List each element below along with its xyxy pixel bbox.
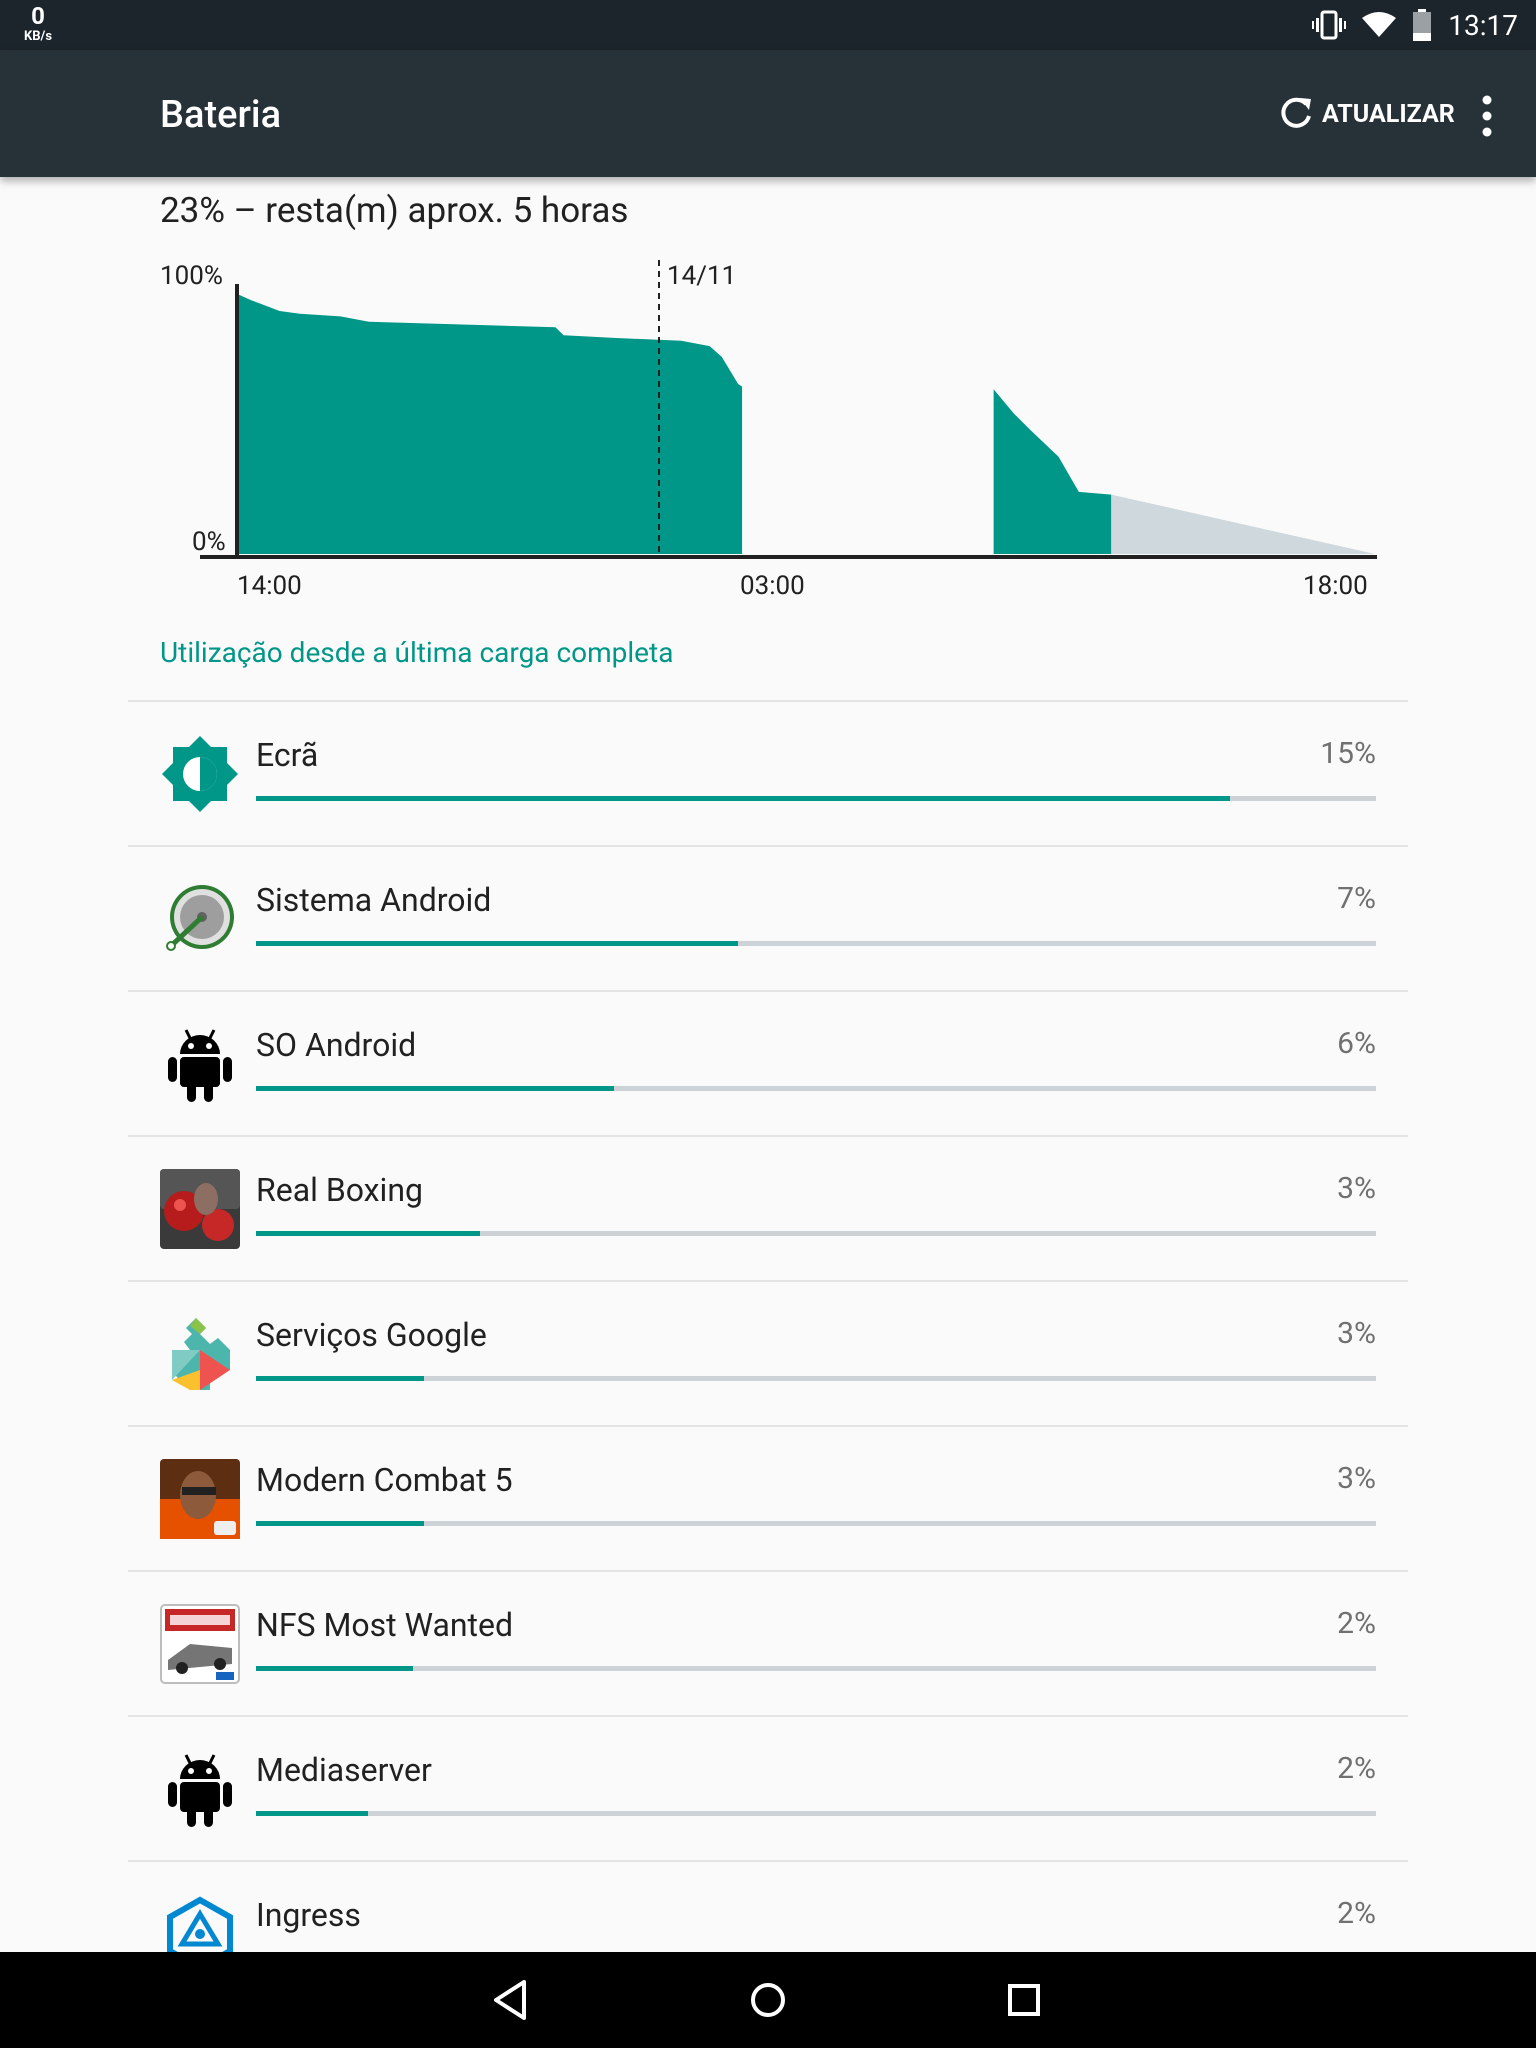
- list-item[interactable]: SO Android 6%: [128, 990, 1408, 1135]
- item-percent: 3%: [1337, 1171, 1376, 1206]
- usage-bar: [256, 1376, 1376, 1381]
- item-percent: 7%: [1337, 881, 1376, 916]
- list-item[interactable]: Ecrã 15%: [128, 700, 1408, 845]
- android-robot-icon: [168, 1754, 232, 1827]
- modern-combat-icon: [160, 1459, 240, 1539]
- list-item[interactable]: Mediaserver 2%: [128, 1715, 1408, 1860]
- usage-bar-fill: [256, 1231, 480, 1236]
- item-percent: 2%: [1337, 1896, 1376, 1931]
- list-item[interactable]: Serviços Google 3%: [128, 1280, 1408, 1425]
- usage-bar: [256, 796, 1376, 801]
- battery-projection-area: [1111, 494, 1375, 554]
- android-robot-icon: [168, 1029, 232, 1102]
- network-speed-value: 0: [31, 2, 45, 30]
- item-name: Ecrã: [256, 736, 319, 774]
- y-label-bottom: 0%: [192, 527, 226, 557]
- usage-bar: [256, 1811, 1376, 1816]
- x-tick-label: 18:00: [1303, 571, 1368, 601]
- usage-bar-fill: [256, 1086, 615, 1091]
- item-percent: 2%: [1337, 1606, 1376, 1641]
- usage-bar: [256, 1231, 1376, 1236]
- usage-list: Ecrã 15% Sistema Android 7% SO: [128, 700, 1408, 2005]
- real-boxing-icon: [160, 1169, 240, 1249]
- y-label-top: 100%: [160, 261, 223, 291]
- network-speed: 0 KB/s: [18, 4, 58, 43]
- android-system-icon: [166, 885, 234, 951]
- list-item[interactable]: Sistema Android 7%: [128, 845, 1408, 990]
- x-tick-label: 03:00: [740, 571, 805, 601]
- usage-bar-fill: [256, 941, 738, 946]
- status-bar: 0 KB/s 13:17: [0, 0, 1536, 50]
- google-play-services-icon: [172, 1318, 230, 1390]
- item-name: NFS Most Wanted: [256, 1606, 513, 1644]
- usage-bar-fill: [256, 1521, 424, 1526]
- item-percent: 6%: [1337, 1026, 1376, 1061]
- refresh-label: ATUALIZAR: [1322, 99, 1455, 129]
- usage-bar-fill: [256, 1376, 424, 1381]
- x-tick-label: 14:00: [237, 571, 302, 601]
- item-name: Serviços Google: [256, 1316, 487, 1354]
- app-toolbar: Bateria ATUALIZAR: [0, 50, 1536, 177]
- refresh-button[interactable]: ATUALIZAR: [1278, 94, 1455, 134]
- item-percent: 3%: [1337, 1461, 1376, 1496]
- home-icon[interactable]: [744, 1976, 792, 2024]
- item-percent: 2%: [1337, 1751, 1376, 1786]
- list-item[interactable]: NFS Most Wanted 2%: [128, 1570, 1408, 1715]
- wifi-icon: [1362, 12, 1397, 37]
- item-name: SO Android: [256, 1026, 417, 1064]
- recents-icon[interactable]: [1000, 1976, 1048, 2024]
- usage-bar: [256, 1521, 1376, 1526]
- brightness-icon: [162, 736, 238, 812]
- battery-level-area: [239, 294, 743, 554]
- battery-summary: 23% – resta(m) aprox. 5 horas: [160, 190, 629, 231]
- network-speed-unit: KB/s: [23, 29, 53, 44]
- back-icon[interactable]: [488, 1976, 536, 2024]
- section-title: Utilização desde a última carga completa: [160, 636, 674, 669]
- page-title: Bateria: [160, 93, 282, 137]
- battery-level-area: [993, 389, 1112, 554]
- list-item[interactable]: Real Boxing 3%: [128, 1135, 1408, 1280]
- usage-bar: [256, 1666, 1376, 1671]
- item-percent: 3%: [1337, 1316, 1376, 1351]
- battery-history-chart: 100% 0% 14/11 14:00 03:00 18:00: [160, 260, 1377, 601]
- clock: 13:17: [1448, 8, 1518, 42]
- item-name: Mediaserver: [256, 1751, 432, 1789]
- item-name: Sistema Android: [256, 881, 492, 919]
- item-name: Ingress: [256, 1896, 361, 1934]
- usage-bar-fill: [256, 1811, 368, 1816]
- vibrate-icon: [1312, 10, 1347, 40]
- more-options-icon[interactable]: [1475, 94, 1499, 138]
- item-name: Modern Combat 5: [256, 1461, 513, 1499]
- usage-bar: [256, 1086, 1376, 1091]
- date-marker-label: 14/11: [667, 261, 736, 291]
- usage-bar-fill: [256, 796, 1231, 801]
- usage-bar-fill: [256, 1666, 413, 1671]
- navigation-bar: [0, 1952, 1536, 2048]
- item-percent: 15%: [1320, 736, 1376, 771]
- list-item[interactable]: Modern Combat 5 3%: [128, 1425, 1408, 1570]
- item-name: Real Boxing: [256, 1171, 423, 1209]
- nfs-most-wanted-icon: [160, 1604, 240, 1684]
- usage-bar: [256, 941, 1376, 946]
- battery-icon: [1413, 9, 1432, 41]
- refresh-icon: [1281, 97, 1311, 128]
